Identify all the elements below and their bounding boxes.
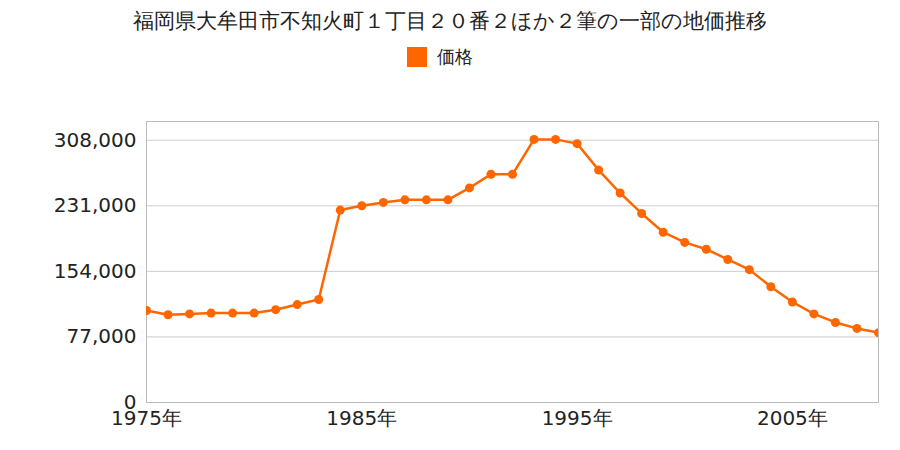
- svg-text:1975年: 1975年: [111, 406, 182, 430]
- svg-text:0: 0: [123, 389, 137, 414]
- svg-text:154,000: 154,000: [54, 259, 137, 283]
- svg-text:308,000: 308,000: [54, 128, 137, 152]
- svg-text:1985年: 1985年: [326, 406, 397, 430]
- html-text:価格: 価格: [437, 46, 473, 67]
- svg-text:77,000: 77,000: [67, 324, 137, 348]
- svg-text:231,000: 231,000: [54, 193, 137, 217]
- svg-text:2005年: 2005年: [757, 406, 828, 430]
- svg-text:1995年: 1995年: [542, 406, 613, 430]
- html-text:福岡県大牟田市不知火町１丁目２０番２ほか２筆の一部の地価推移: 福岡県大牟田市不知火町１丁目２０番２ほか２筆の一部の地価推移: [133, 9, 767, 33]
